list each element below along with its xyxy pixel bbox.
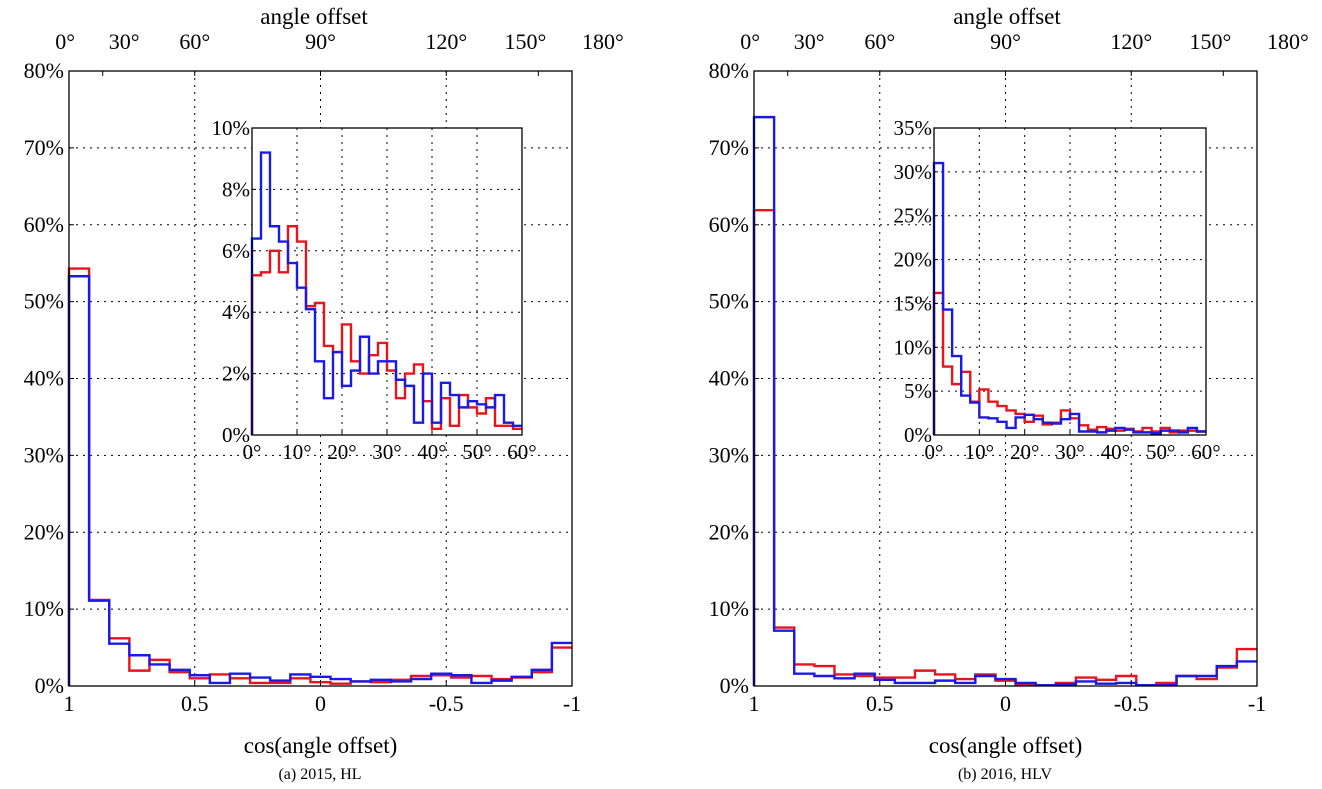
- top-tick-label: 60°: [179, 29, 210, 54]
- top-tick-label: 30°: [794, 29, 825, 54]
- x-tick-label: -1: [1248, 691, 1266, 716]
- top-axis-title: angle offset: [260, 4, 368, 29]
- top-tick-label: 180°: [1267, 29, 1309, 54]
- x-tick-label: 0: [315, 691, 326, 716]
- inset-y-tick-label: 8%: [222, 177, 250, 201]
- y-tick-label: 0%: [35, 673, 64, 698]
- inset-x-tick-label: 40°: [1101, 440, 1130, 464]
- inset-x-tick-label: 50°: [462, 440, 491, 464]
- inset-x-tick-label: 20°: [327, 440, 356, 464]
- inset-y-tick-label: 4%: [222, 300, 250, 324]
- y-tick-label: 40%: [24, 366, 64, 391]
- x-tick-label: 0.5: [866, 691, 894, 716]
- inset-chart: 0° 10° 20° 30° 40° 50° 60° 0% 5% 10% 15% 20% 25% 30% 3…: [894, 116, 1221, 464]
- inset-y-tick-label: 2%: [222, 362, 250, 386]
- panel-caption: (b) 2016, HLV: [958, 766, 1053, 783]
- top-tick-label: 180°: [582, 29, 624, 54]
- top-tick-label: 30°: [109, 29, 140, 54]
- inset-background: [934, 128, 1206, 435]
- y-tick-label: 80%: [24, 58, 64, 83]
- x-tick-label: -0.5: [429, 691, 464, 716]
- top-tick-label: 150°: [1189, 29, 1231, 54]
- x-tick-label: -0.5: [1114, 691, 1149, 716]
- y-tick-label: 70%: [24, 135, 64, 160]
- x-axis-title: cos(angle offset): [244, 733, 398, 758]
- chart-panel-0: 1 0.5 0 -0.5 -1 0% 10% 20% 30% 40% 50% 60% 70% 80% 0° 3…: [24, 4, 624, 783]
- x-tick-label: 0: [1000, 691, 1011, 716]
- inset-y-tick-label: 20%: [894, 248, 933, 272]
- inset-x-tick-label: 60°: [1191, 440, 1220, 464]
- inset-y-tick-label: 15%: [894, 291, 933, 315]
- panel-caption: (a) 2015, HL: [278, 766, 361, 783]
- y-tick-label: 20%: [24, 519, 64, 544]
- top-tick-label: 90°: [305, 29, 336, 54]
- inset-y-tick-label: 0%: [222, 423, 250, 447]
- inset-y-tick-label: 25%: [894, 204, 933, 228]
- x-tick-label: 1: [64, 691, 75, 716]
- y-tick-label: 50%: [709, 289, 749, 314]
- y-tick-label: 50%: [24, 289, 64, 314]
- x-tick-label: -1: [563, 691, 581, 716]
- y-tick-label: 60%: [709, 212, 749, 237]
- inset-y-tick-label: 10%: [212, 116, 251, 140]
- main-grid: [69, 71, 572, 686]
- top-tick-label: 90°: [990, 29, 1021, 54]
- y-tick-label: 30%: [24, 442, 64, 467]
- chart-panel-1: 1 0.5 0 -0.5 -1 0% 10% 20% 30% 40% 50% 60% 70% 80% 0° 3…: [709, 4, 1309, 783]
- inset-series-blue-histogram: [250, 151, 522, 435]
- top-tick-label: 60°: [864, 29, 895, 54]
- top-tick-label: 0°: [55, 29, 75, 54]
- top-tick-label: 120°: [1110, 29, 1152, 54]
- y-tick-label: 70%: [709, 135, 749, 160]
- inset-x-tick-label: 10°: [965, 440, 994, 464]
- y-tick-label: 0%: [720, 673, 749, 698]
- y-tick-label: 80%: [709, 58, 749, 83]
- main-grid: [754, 71, 1257, 686]
- y-tick-label: 10%: [24, 596, 64, 621]
- series-red-histogram: [752, 208, 1257, 687]
- x-tick-label: 0.5: [181, 691, 209, 716]
- inset-y-tick-label: 30%: [894, 160, 933, 184]
- inset-x-tick-label: 10°: [282, 440, 311, 464]
- inset-chart: 0° 10° 20° 30° 40° 50° 60° 0% 2% 4% 6% 8% 10%: [212, 116, 537, 464]
- inset-x-tick-label: 30°: [1055, 440, 1084, 464]
- inset-series-blue-histogram: [932, 161, 1206, 435]
- inset-y-tick-label: 6%: [222, 239, 250, 263]
- inset-y-tick-label: 5%: [904, 379, 932, 403]
- series-blue-histogram: [752, 115, 1257, 687]
- inset-series-red-histogram: [250, 225, 522, 435]
- x-tick-label: 1: [749, 691, 760, 716]
- y-tick-label: 10%: [709, 596, 749, 621]
- y-tick-label: 40%: [709, 366, 749, 391]
- inset-x-tick-label: 0°: [243, 440, 262, 464]
- inset-y-tick-label: 0%: [904, 423, 932, 447]
- top-tick-label: 0°: [740, 29, 760, 54]
- x-axis-title: cos(angle offset): [929, 733, 1083, 758]
- inset-y-tick-label: 10%: [894, 335, 933, 359]
- y-tick-label: 60%: [24, 212, 64, 237]
- inset-x-tick-label: 50°: [1146, 440, 1175, 464]
- top-axis-title: angle offset: [953, 4, 1061, 29]
- inset-x-tick-label: 40°: [417, 440, 446, 464]
- y-tick-label: 30%: [709, 442, 749, 467]
- inset-x-tick-label: 20°: [1010, 440, 1039, 464]
- top-tick-label: 120°: [425, 29, 467, 54]
- inset-x-tick-label: 30°: [372, 440, 401, 464]
- inset-x-tick-label: 0°: [925, 440, 944, 464]
- y-tick-label: 20%: [709, 519, 749, 544]
- series-blue-histogram: [67, 275, 572, 686]
- inset-y-tick-label: 35%: [894, 116, 933, 140]
- inset-x-tick-label: 60°: [507, 440, 536, 464]
- top-tick-label: 150°: [504, 29, 546, 54]
